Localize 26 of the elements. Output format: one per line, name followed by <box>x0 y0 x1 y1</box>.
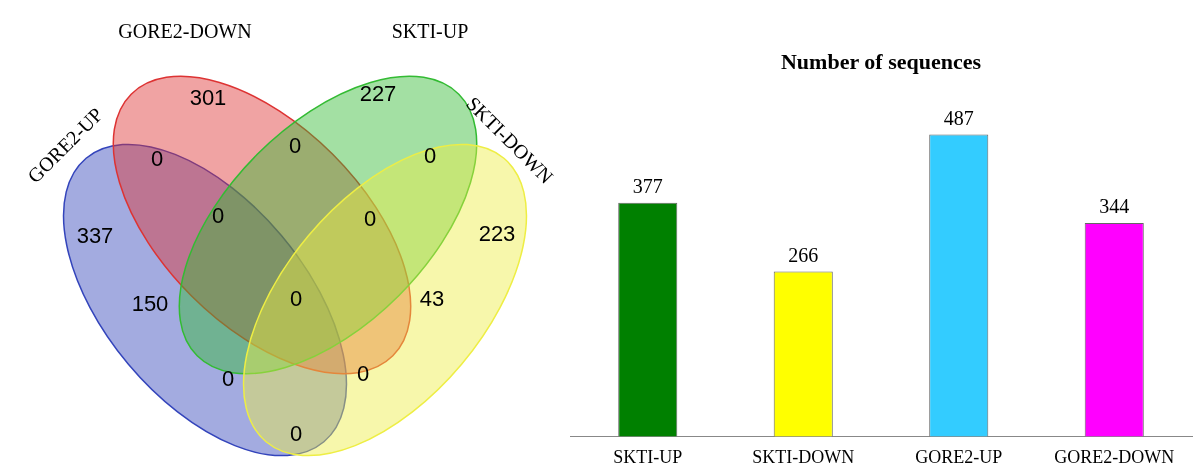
text: 0 <box>356 361 370 386</box>
text: 0 <box>221 366 235 391</box>
text: 150 <box>131 291 169 316</box>
text: 0 <box>150 146 164 171</box>
x-tick-label: SKTI-UP <box>613 446 683 467</box>
text: 0 <box>363 206 377 231</box>
text: 227 <box>359 81 397 106</box>
data-label: 266 <box>788 243 819 266</box>
data-label: 377 <box>632 174 663 197</box>
text: 0 <box>289 421 303 446</box>
chart-title: Number of sequences <box>780 48 982 74</box>
text: 0 <box>423 143 437 168</box>
text: 301 <box>189 85 227 110</box>
text: 0 <box>289 286 303 311</box>
data-label: 344 <box>1099 195 1130 218</box>
text: GORE2-DOWN <box>118 20 252 42</box>
text: 337 <box>76 223 114 248</box>
text: 0 <box>288 133 302 158</box>
x-tick-label: GORE2-DOWN <box>1054 446 1175 467</box>
x-tick-label: SKTI-DOWN <box>752 446 855 467</box>
text: SKTI-UP <box>391 20 469 42</box>
text: 43 <box>419 286 445 311</box>
text: 0 <box>211 203 225 228</box>
data-label: 487 <box>943 106 974 129</box>
x-tick-label: GORE2-UP <box>915 446 1003 467</box>
text: 223 <box>478 221 516 246</box>
